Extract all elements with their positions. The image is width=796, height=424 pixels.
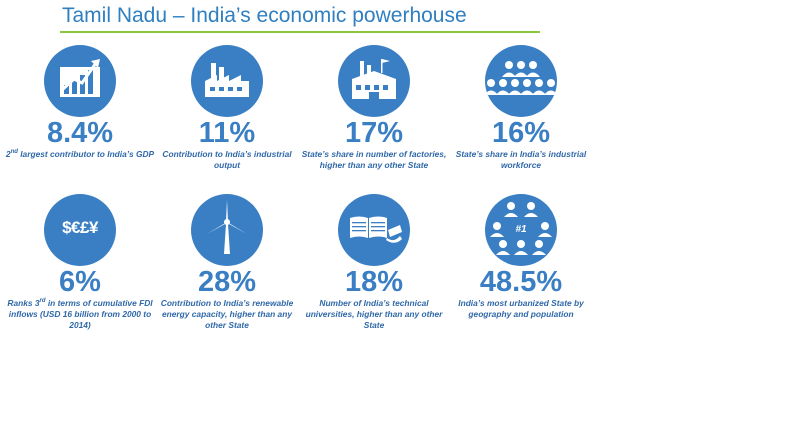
book-graduation-icon xyxy=(338,194,410,266)
stat-description: India’s most urbanized State by geograph… xyxy=(458,298,584,319)
stat-card-gdp: 8.4% 2nd largest contributor to India’s … xyxy=(5,45,155,160)
stat-card-workforce: 16% State’s share in India’s industrial … xyxy=(446,45,596,171)
currency-symbols: $€£¥ xyxy=(62,218,98,237)
rank-badge: #1 xyxy=(515,224,527,235)
factory-building-icon xyxy=(338,45,410,117)
stat-description: Contribution to India’s industrial outpu… xyxy=(162,149,292,170)
stat-card-renewable: 28% Contribution to India’s renewable en… xyxy=(152,194,302,331)
stat-value: 17% xyxy=(344,117,404,149)
stat-card-factories: 17% State’s share in number of factories… xyxy=(299,45,449,171)
workforce-icon xyxy=(485,45,557,117)
stat-value: 28% xyxy=(197,266,257,298)
stat-description: Number of India’s technical universities… xyxy=(305,298,443,330)
stat-description: Ranks 3rd in terms of cumulative FDI inf… xyxy=(7,298,153,330)
stat-card-universities: 18% Number of India’s technical universi… xyxy=(299,194,449,331)
currency-icon: $€£¥ xyxy=(44,194,116,266)
page-title: Tamil Nadu – India’s economic powerhouse xyxy=(62,4,467,27)
stat-value: 6% xyxy=(59,266,101,298)
title-divider xyxy=(60,31,540,33)
wind-turbine-icon xyxy=(191,194,263,266)
stat-value: 8.4% xyxy=(46,117,114,149)
growth-chart-icon xyxy=(44,45,116,117)
stat-value: 18% xyxy=(344,266,404,298)
stat-value: 48.5% xyxy=(479,266,563,298)
stat-description: Contribution to India’s renewable energy… xyxy=(160,298,294,330)
stat-value: 11% xyxy=(198,117,256,149)
stat-value: 16% xyxy=(491,117,551,149)
stat-description: 2nd largest contributor to India’s GDP xyxy=(5,149,155,159)
factory-icon xyxy=(191,45,263,117)
stat-card-fdi: $€£¥ 6% Ranks 3rd in terms of cumulative… xyxy=(5,194,155,331)
stat-description: State’s share in India’s industrial work… xyxy=(455,149,587,170)
stat-card-industrial-output: 11% Contribution to India’s industrial o… xyxy=(152,45,302,171)
stat-description: State’s share in number of factories, hi… xyxy=(301,149,447,170)
stat-card-urbanization: #1 48.5% India’s most urbanized State by… xyxy=(446,194,596,320)
urban-population-icon: #1 xyxy=(485,194,557,266)
